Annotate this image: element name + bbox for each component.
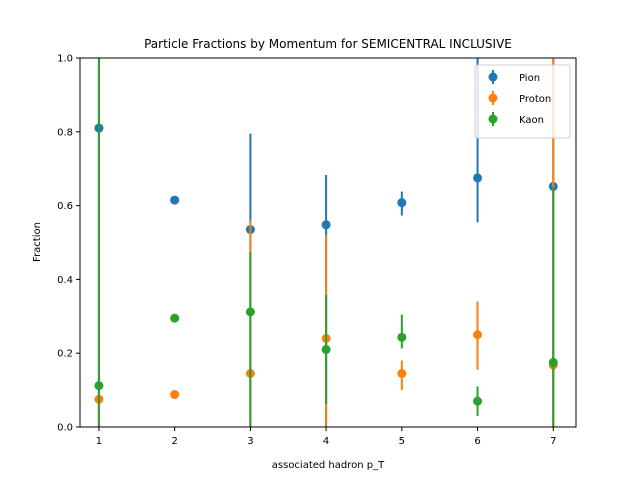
legend-label: Proton [519, 94, 551, 105]
x-tick-label: 2 [171, 436, 177, 447]
x-tick-label: 3 [247, 436, 253, 447]
legend-item-pion: Pion [488, 70, 540, 84]
data-point [473, 330, 483, 340]
data-point [94, 381, 104, 391]
legend-label: Pion [519, 73, 540, 84]
y-axis-label: Fraction [32, 222, 43, 262]
legend-box [474, 64, 571, 139]
y-tick-label: 0.4 [57, 275, 73, 286]
y-axis: 0.0 0.2 0.4 0.6 0.8 1.0 [57, 54, 80, 434]
chart-title: Particle Fractions by Momentum for SEMIC… [144, 37, 512, 51]
data-point [397, 368, 407, 378]
data-point [397, 332, 407, 342]
legend: Pion Proton Kaon [474, 64, 571, 139]
data-point [170, 195, 180, 205]
x-tick-label: 1 [96, 436, 102, 447]
y-tick-label: 1.0 [57, 54, 73, 65]
legend-marker [488, 93, 498, 103]
series-kaon [94, 58, 558, 427]
plot-area [79, 57, 577, 428]
legend-marker [488, 114, 498, 124]
legend-label: Kaon [519, 115, 544, 126]
data-point [473, 396, 483, 406]
plot-frame [79, 57, 577, 428]
data-point [245, 307, 255, 317]
data-point [548, 357, 558, 367]
data-point [473, 173, 483, 183]
data-point [397, 198, 407, 208]
x-tick-label: 5 [399, 436, 405, 447]
y-tick-label: 0.6 [57, 201, 73, 212]
data-point [170, 390, 180, 400]
y-tick-label: 0.0 [57, 423, 73, 434]
data-marks [94, 58, 558, 427]
y-tick-label: 0.2 [57, 349, 73, 360]
x-tick-label: 4 [323, 436, 329, 447]
x-axis: 1 2 3 4 5 6 7 [96, 427, 556, 447]
x-tick-label: 7 [550, 436, 556, 447]
x-tick-label: 6 [474, 436, 480, 447]
data-point [170, 313, 180, 323]
legend-marker [488, 72, 498, 82]
x-axis-label: associated hadron p_T [272, 460, 385, 471]
legend-item-proton: Proton [488, 91, 551, 105]
legend-item-kaon: Kaon [488, 112, 544, 126]
y-tick-label: 0.8 [57, 127, 73, 138]
data-point [321, 220, 331, 230]
data-point [321, 345, 331, 355]
